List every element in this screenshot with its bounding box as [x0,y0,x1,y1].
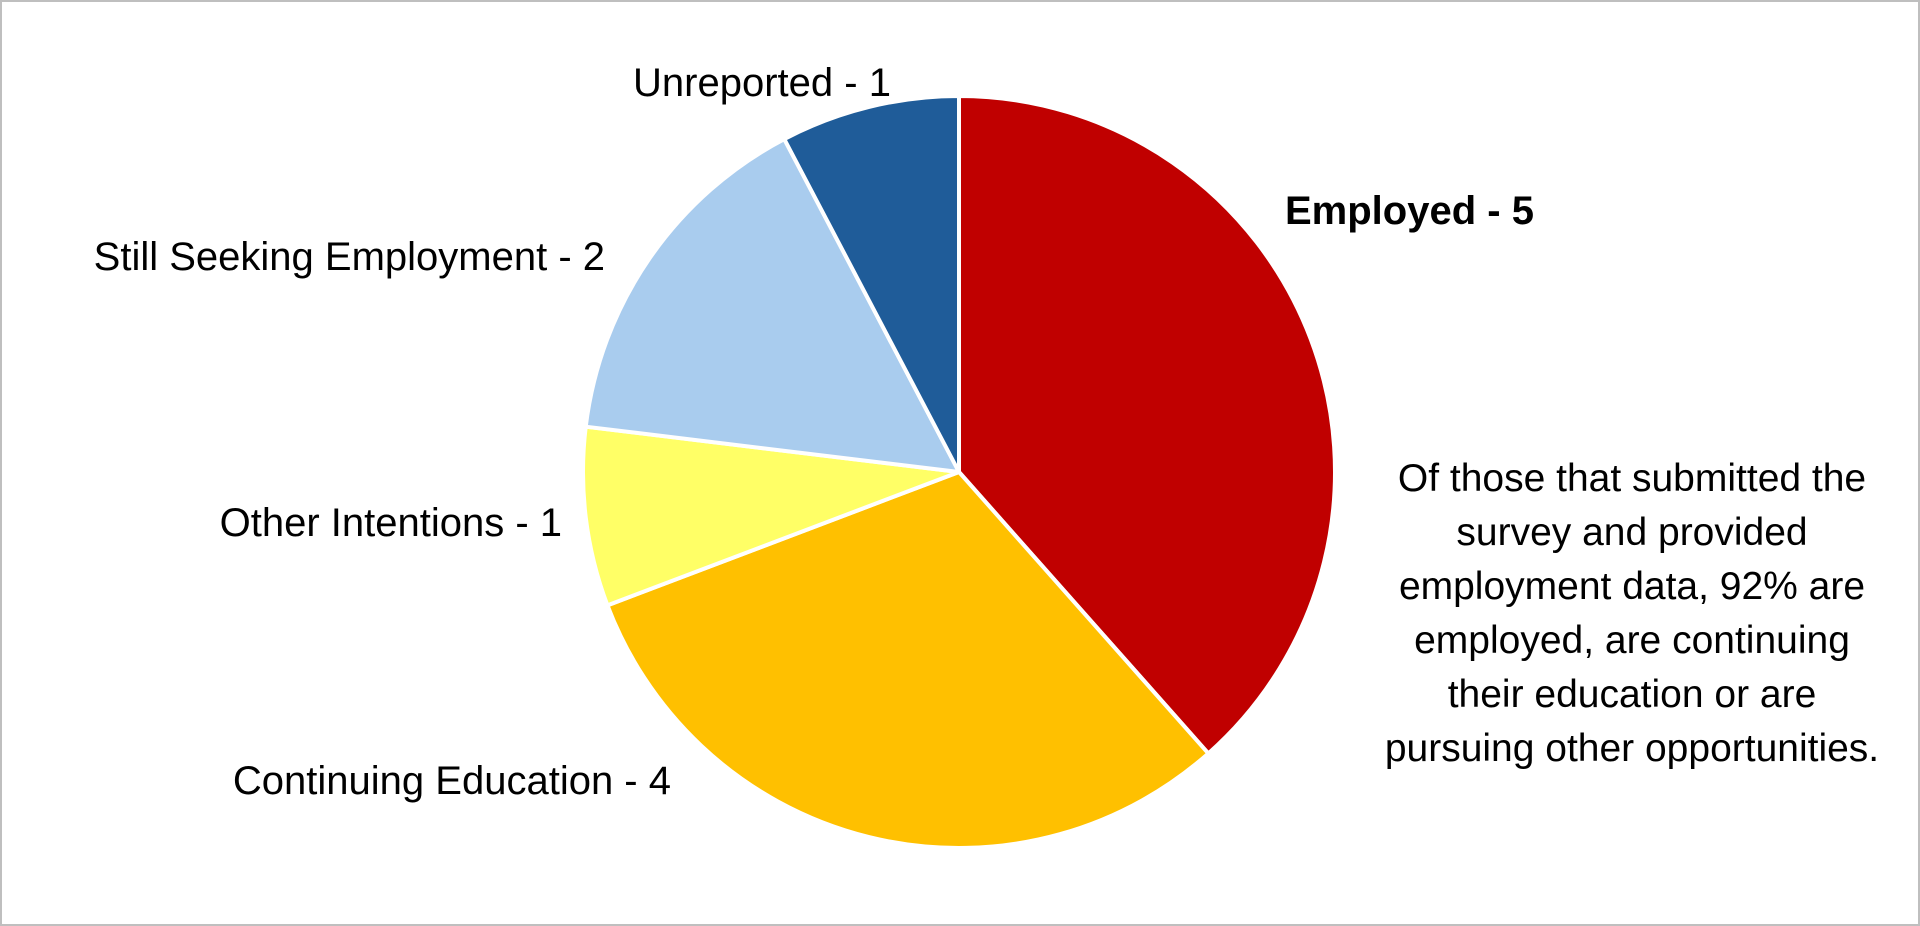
slice-labels: Employed - 5 Continuing Education - 4 Othe… [94,61,1534,803]
pie-slice-other-intentions [580,424,961,608]
slice-label-employed: Employed - 5 [1285,189,1534,233]
pie-slice-still-seeking-employment [583,137,961,474]
slice-label-continuing-education: Continuing Education - 4 [233,759,671,803]
pie-slice-unreported [782,94,961,474]
slice-label-other-intentions: Other Intentions - 1 [220,501,562,545]
summary-note: Of those that submitted the survey and p… [1384,457,1880,770]
slice-label-still-seeking-employment: Still Seeking Employment - 2 [94,235,605,279]
pie-slice-employed [957,94,1337,756]
pie-slice-continuing-education [605,470,1211,850]
pie-slices [580,94,1337,850]
slice-label-unreported: Unreported - 1 [633,61,891,105]
